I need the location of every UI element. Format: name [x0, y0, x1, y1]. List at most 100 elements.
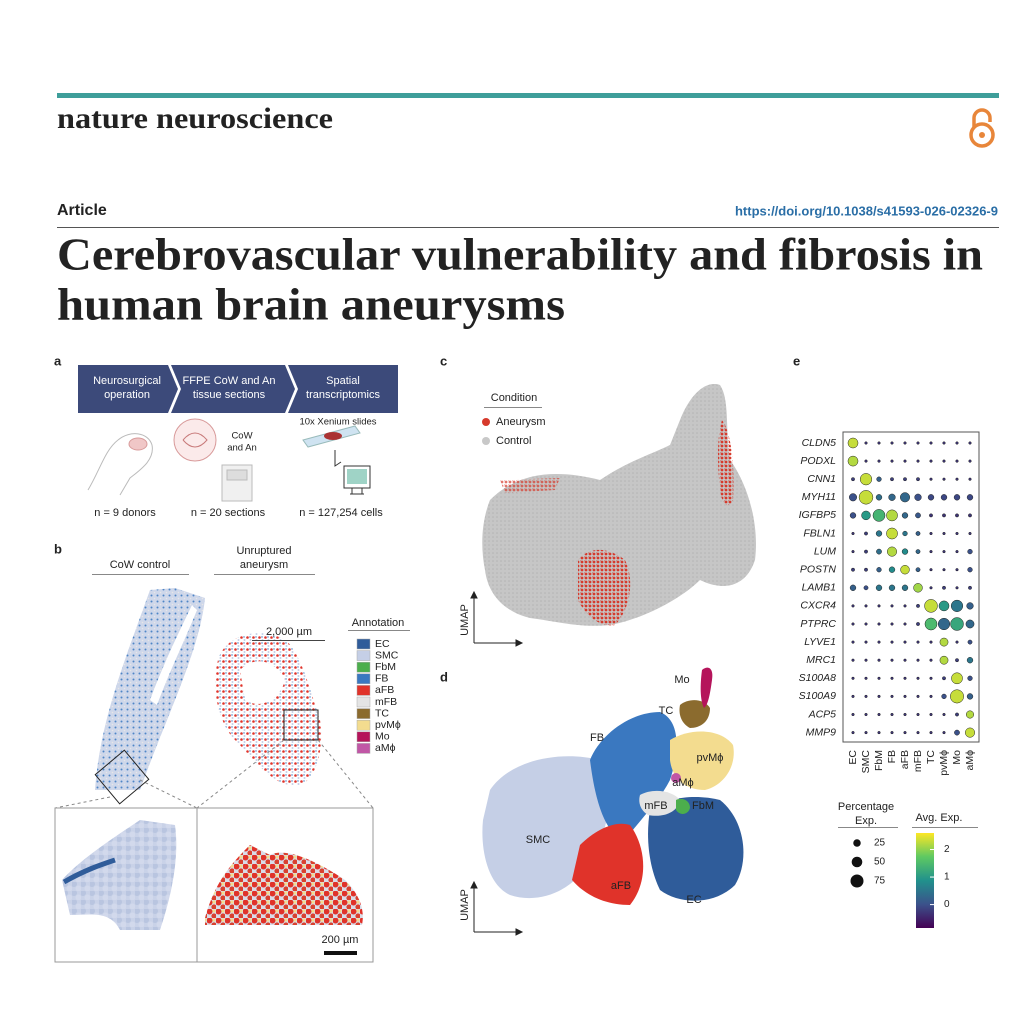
cluster-label: pvMϕ [697, 752, 724, 764]
panel-letter: e [793, 353, 800, 368]
legend-label: FbM [375, 661, 396, 673]
dot [916, 676, 920, 680]
dot [851, 658, 855, 662]
dot [942, 731, 946, 735]
legend-swatch [356, 638, 371, 650]
tissue-lumen [150, 605, 197, 705]
legend-label: FB [375, 673, 388, 685]
title-line: Cerebrovascular vulnerability and fibros… [57, 229, 983, 280]
cell-type-label: SMC [860, 750, 872, 774]
dot [900, 565, 910, 575]
dot [903, 604, 907, 608]
dot [951, 672, 963, 685]
dot [864, 441, 868, 445]
dot [929, 694, 933, 698]
dot [942, 531, 946, 536]
dot [965, 619, 975, 629]
legend-title: Condition [491, 392, 537, 404]
dot [903, 459, 907, 463]
dot [927, 494, 935, 501]
colorbar [916, 833, 934, 928]
dot [916, 459, 920, 463]
legend-label: pvMϕ [375, 719, 401, 731]
dot [955, 658, 959, 663]
dot [851, 640, 855, 644]
gene-label: IGFBP5 [799, 509, 837, 521]
legend-label: aFB [375, 684, 394, 696]
dot [864, 676, 868, 680]
dot [864, 567, 868, 572]
dot [942, 712, 946, 717]
dot [966, 494, 974, 501]
size-legend-dot [851, 856, 863, 868]
dot [965, 727, 975, 738]
dot [890, 622, 894, 626]
dot [890, 731, 894, 735]
dot [876, 476, 882, 482]
legend-swatch [482, 418, 490, 426]
dot [942, 477, 946, 481]
cluster-label: FbM [692, 800, 714, 812]
dot [967, 675, 973, 681]
dot [929, 658, 933, 662]
cluster-label: SMC [526, 834, 551, 846]
dot [929, 477, 933, 481]
dot [913, 583, 923, 593]
gene-label: PTPRC [800, 618, 836, 630]
article-type: Article [57, 202, 107, 219]
umap-cloud [482, 384, 756, 626]
dot [872, 509, 886, 522]
dot [967, 639, 973, 645]
legend-label: SMC [375, 649, 399, 661]
dot [941, 693, 947, 700]
umap-axes [470, 590, 524, 647]
dot [938, 600, 950, 612]
size-legend-label: 50 [874, 857, 886, 868]
label-rule [214, 574, 315, 575]
cluster-label: aFB [611, 880, 631, 892]
dot [877, 640, 881, 644]
dot [890, 676, 894, 680]
dot [915, 531, 921, 536]
dot [864, 604, 868, 608]
dot [851, 550, 855, 554]
dot [955, 477, 959, 481]
doi-link[interactable]: https://doi.org/10.1038/s41593-026-02326… [735, 203, 998, 218]
dot [864, 622, 868, 626]
cell-type-label: Mo [951, 750, 963, 765]
dot [929, 513, 933, 518]
dot [968, 585, 972, 590]
cluster-label: FB [590, 732, 604, 744]
dot [851, 567, 855, 572]
legend-title: Exp. [855, 815, 877, 827]
zoom-box [283, 709, 319, 741]
gene-label: CLDN5 [802, 437, 837, 449]
zoom-box [94, 749, 150, 805]
cluster-label: EC [686, 894, 701, 906]
dot [942, 568, 946, 572]
dot [955, 513, 959, 518]
dot [915, 549, 921, 554]
legend-label: Aneurysm [496, 416, 546, 428]
dot [876, 567, 882, 573]
gene-label: LAMB1 [802, 582, 836, 594]
gene-label: CXCR4 [800, 600, 836, 612]
dot [939, 637, 949, 647]
dot [968, 513, 972, 518]
dot [929, 640, 933, 644]
inset-tissue-edge [62, 857, 116, 885]
dot [864, 712, 868, 717]
zoom-guides [54, 739, 374, 809]
dot [858, 490, 874, 505]
scale-label: 2,000 µm [266, 626, 312, 638]
cell-type-label: aFB [899, 750, 911, 769]
panel-letter: c [440, 353, 447, 368]
dot [929, 441, 933, 445]
dot [901, 584, 909, 591]
dot [916, 477, 920, 482]
dot [916, 658, 920, 662]
dot [929, 731, 933, 735]
dot [847, 455, 859, 467]
gene-label: ACP5 [808, 708, 837, 720]
dot [888, 493, 896, 501]
